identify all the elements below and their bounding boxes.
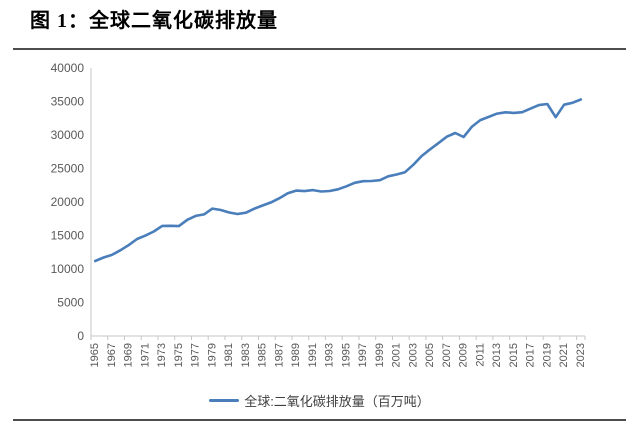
x-axis-label: 1991 <box>307 343 319 367</box>
x-axis-label: 1977 <box>190 343 202 367</box>
x-axis-label: 1989 <box>290 343 302 367</box>
x-axis-label: 2007 <box>441 343 453 367</box>
y-axis-label: 5000 <box>57 296 84 310</box>
x-axis-label: 1999 <box>374 343 386 367</box>
x-axis-label: 1983 <box>240 343 252 367</box>
x-axis-label: 2015 <box>508 343 520 367</box>
y-axis-label: 15000 <box>51 229 85 243</box>
x-axis-label: 1985 <box>257 343 269 367</box>
x-axis-label: 1975 <box>173 343 185 367</box>
x-axis-label: 1995 <box>340 343 352 367</box>
x-axis-label: 1993 <box>324 343 336 367</box>
y-axis-label: 25000 <box>51 162 85 176</box>
x-axis-label: 2021 <box>558 343 570 367</box>
y-axis-label: 40000 <box>51 61 85 75</box>
x-axis-label: 1969 <box>123 343 135 367</box>
y-axis-label: 30000 <box>51 128 85 142</box>
x-axis-label: 2011 <box>474 343 486 367</box>
y-axis-label: 20000 <box>51 195 85 209</box>
chart-legend: 全球:二氧化碳排放量（百万吨） <box>0 392 639 409</box>
y-axis-label: 0 <box>77 329 84 343</box>
x-axis-label: 1971 <box>139 343 151 367</box>
bottom-divider <box>13 419 626 421</box>
top-divider <box>13 48 626 50</box>
legend-label: 全球:二氧化碳排放量（百万吨） <box>244 394 430 409</box>
x-axis-label: 2003 <box>407 343 419 367</box>
legend-line-swatch <box>209 399 240 402</box>
x-axis-label: 1981 <box>223 343 235 367</box>
series-line <box>93 98 583 263</box>
x-axis-label: 2013 <box>491 343 503 367</box>
x-axis-label: 2001 <box>391 343 403 367</box>
x-axis-label: 1979 <box>206 343 218 367</box>
y-axis-label: 35000 <box>51 95 85 109</box>
x-axis-label: 1997 <box>357 343 369 367</box>
x-axis-label: 2017 <box>525 343 537 367</box>
x-axis-label: 2019 <box>541 343 553 367</box>
x-axis-label: 1965 <box>89 343 101 367</box>
x-axis-label: 1973 <box>156 343 168 367</box>
x-axis-label: 2005 <box>424 343 436 367</box>
x-axis-label: 1987 <box>273 343 285 367</box>
x-axis-label: 1967 <box>106 343 118 367</box>
x-axis-label: 2023 <box>575 343 587 367</box>
y-axis-label: 10000 <box>51 262 85 276</box>
figure-title: 图 1：全球二氧化碳排放量 <box>30 10 278 32</box>
x-axis-label: 2009 <box>458 343 470 367</box>
